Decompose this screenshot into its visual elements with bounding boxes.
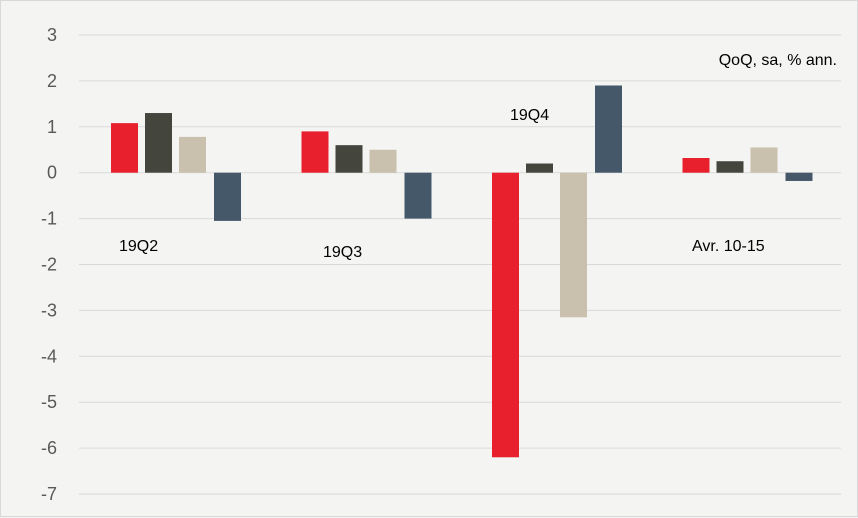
y-tick-label: -4	[41, 346, 57, 366]
bar-series-4-cat-3	[595, 85, 622, 173]
category-label: Avr. 10-15	[692, 238, 765, 255]
y-tick-label: 0	[47, 163, 57, 183]
bars	[111, 85, 813, 458]
bar-series-3-cat-3	[560, 172, 587, 318]
bar-series-1-cat-2	[301, 131, 329, 173]
unit-note: QoQ, sa, % ann.	[719, 52, 837, 69]
y-tick-label: 2	[47, 71, 57, 91]
y-tick-label: 1	[47, 117, 57, 137]
y-tick-label: -3	[41, 300, 57, 320]
bar-series-4-cat-2	[404, 172, 432, 219]
bar-series-1-cat-3	[492, 172, 519, 458]
bar-series-2-cat-2	[335, 145, 363, 173]
bar-series-3-cat-1	[179, 136, 206, 173]
bar-series-3-cat-4	[750, 147, 778, 173]
gridlines	[79, 34, 841, 495]
y-tick-label: -6	[41, 438, 57, 458]
bar-series-4-cat-1	[214, 172, 241, 221]
category-label: 19Q3	[323, 244, 362, 261]
bar-series-1-cat-4	[682, 158, 710, 173]
category-label: 19Q4	[510, 107, 549, 124]
y-tick-label: 3	[47, 25, 57, 45]
bar-series-2-cat-3	[526, 163, 553, 173]
y-tick-label: -1	[41, 209, 57, 229]
y-tick-label: -2	[41, 255, 57, 275]
bar-series-4-cat-4	[785, 172, 813, 181]
bar-series-2-cat-4	[716, 161, 744, 173]
y-tick-label: -7	[41, 484, 57, 504]
y-axis-tick-labels: 3 2 1 0 -1 -2 -3 -4 -5 -6 -7	[41, 25, 57, 504]
bar-series-2-cat-1	[145, 113, 172, 173]
y-tick-label: -5	[41, 392, 57, 412]
bar-series-3-cat-2	[369, 149, 397, 173]
category-label: 19Q2	[119, 238, 158, 255]
category-labels: 19Q2 19Q3 19Q4 Avr. 10-15	[119, 107, 765, 261]
bar-series-1-cat-1	[111, 123, 138, 173]
